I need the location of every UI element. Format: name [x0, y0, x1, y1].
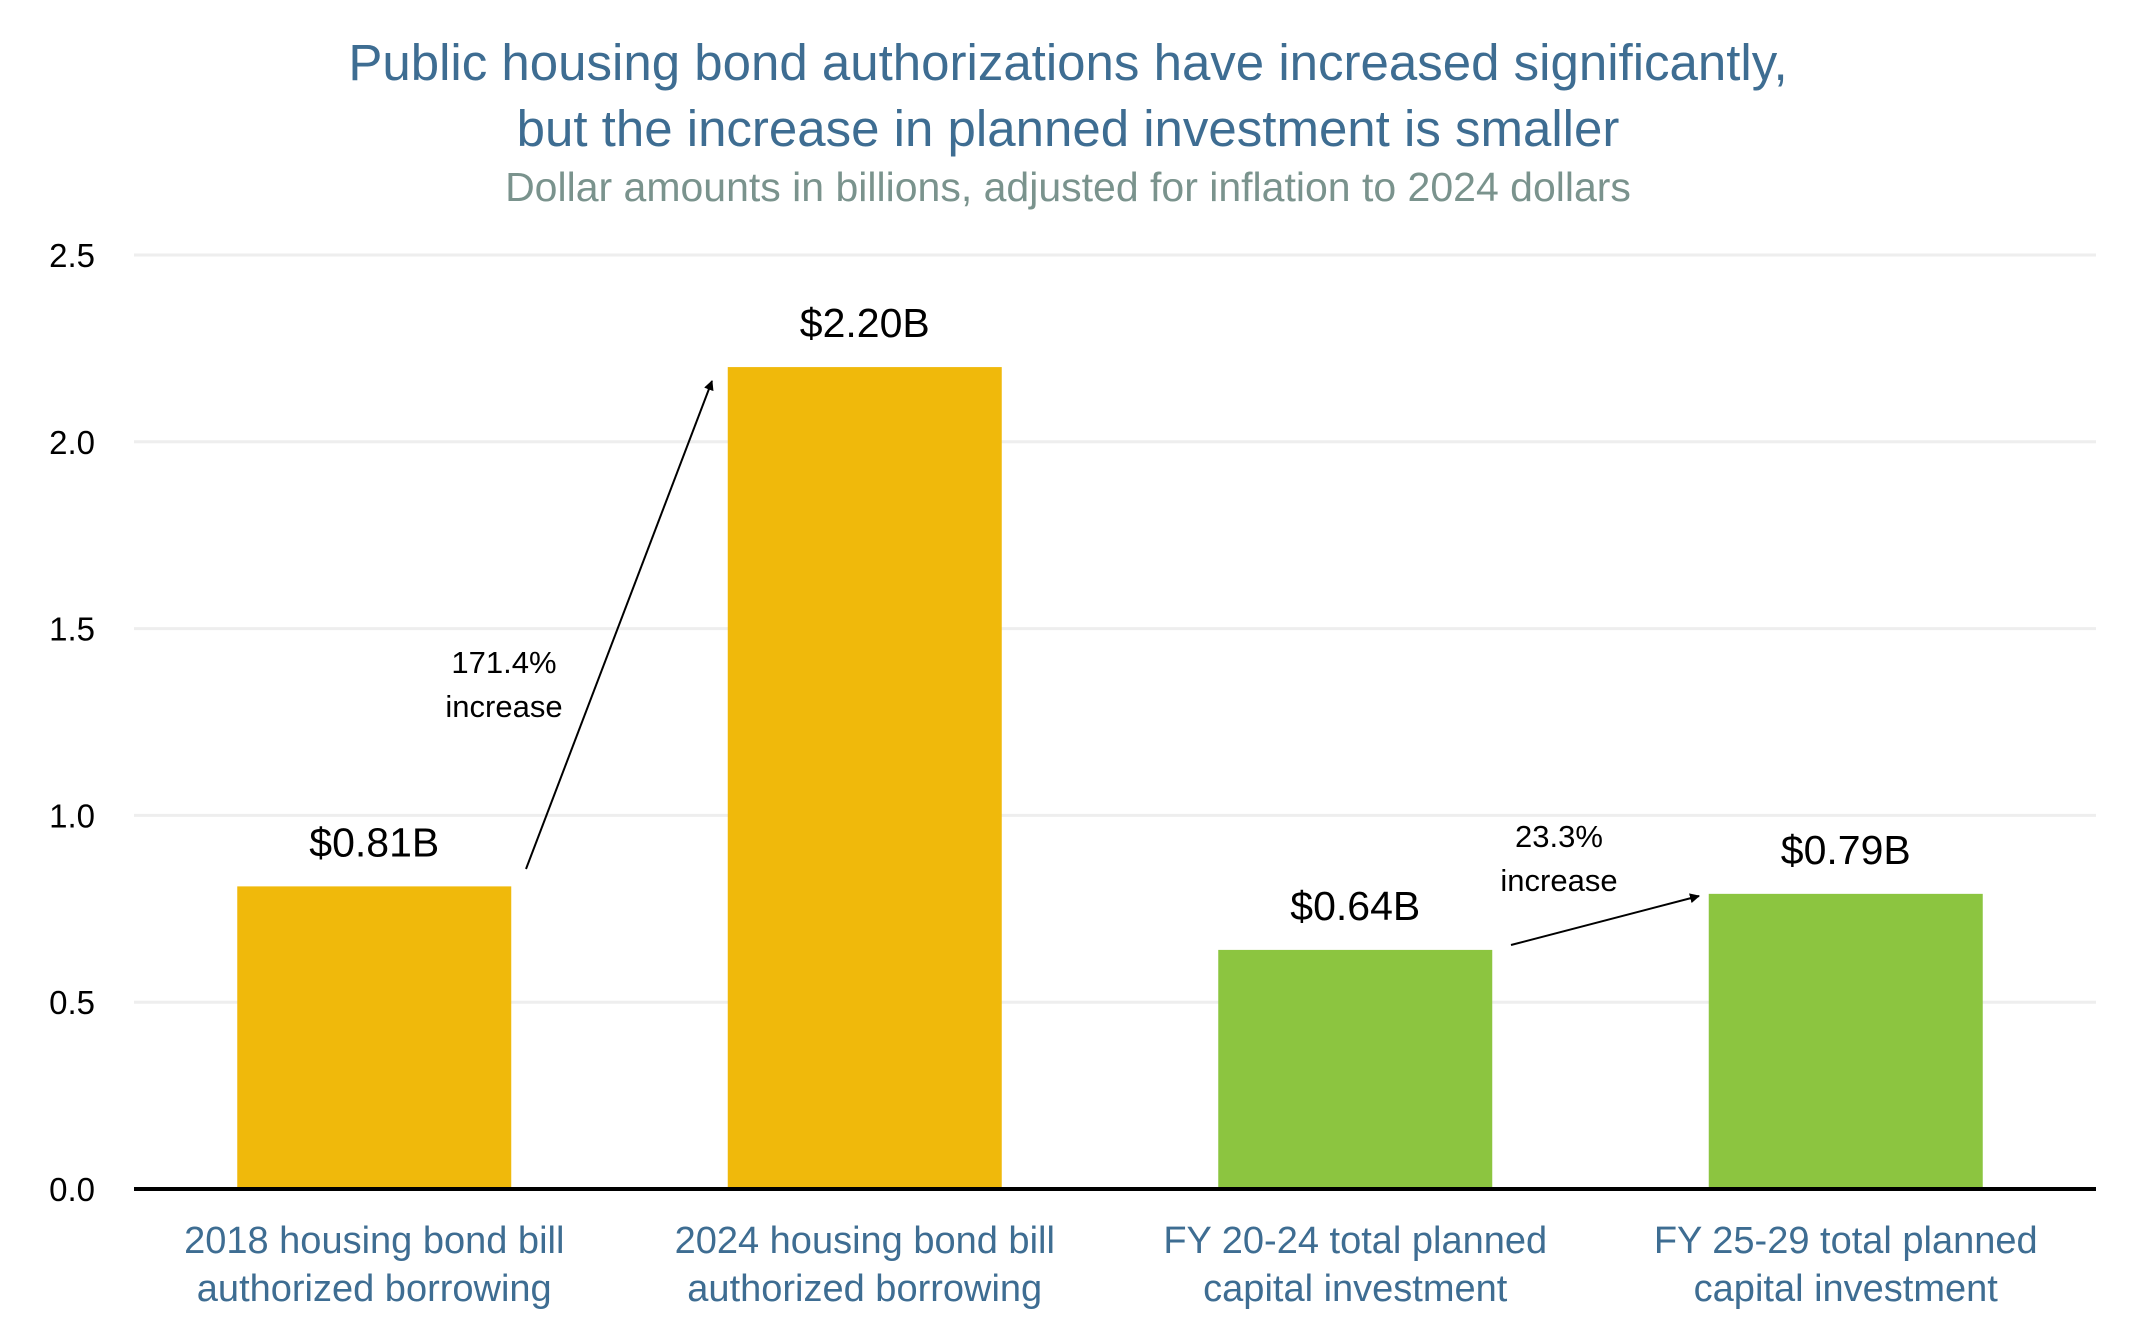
y-tick-label: 1.5	[49, 611, 95, 648]
x-category-label: FY 20-24 total planned	[1163, 1220, 1547, 1262]
bars: $0.81B 2018 housing bond bill authorized b…	[184, 300, 2038, 1310]
annotation-arrow	[525, 380, 714, 870]
y-tick-label: 0.0	[49, 1171, 95, 1208]
bar	[237, 886, 512, 1189]
data-label: $0.81B	[309, 819, 439, 865]
y-tick-label: 1.0	[49, 797, 95, 834]
x-category-label: FY 25-29 total planned	[1654, 1220, 2038, 1262]
bar	[727, 367, 1002, 1190]
annotation-text: 23.3%	[1515, 819, 1603, 854]
data-label: $2.20B	[800, 300, 930, 346]
y-tick-label: 0.5	[49, 984, 95, 1021]
x-category-label: capital investment	[1694, 1268, 1999, 1310]
chart-subtitle: Dollar amounts in billions, adjusted for…	[505, 164, 1631, 210]
y-tick-label: 2.5	[49, 237, 95, 274]
x-category-label: 2018 housing bond bill	[184, 1220, 564, 1262]
bar	[1708, 893, 1983, 1189]
y-tick-label: 2.0	[49, 424, 95, 461]
chart-title-line-2: but the increase in planned investment i…	[517, 100, 1620, 157]
x-category-label: authorized borrowing	[197, 1268, 552, 1310]
data-label: $0.79B	[1781, 827, 1911, 873]
x-category-label: 2024 housing bond bill	[675, 1220, 1055, 1262]
annotation-arrow	[1510, 893, 1700, 946]
data-label: $0.64B	[1290, 883, 1420, 929]
annotations: 171.4% increase 23.3% increase	[445, 380, 1700, 946]
annotation-text: 171.4%	[451, 645, 556, 680]
x-category-label: capital investment	[1203, 1268, 1508, 1310]
annotation-text: increase	[445, 689, 562, 724]
x-category-label: authorized borrowing	[687, 1268, 1042, 1310]
annotation-text: increase	[1500, 863, 1617, 898]
chart-title-line-1: Public housing bond authorizations have …	[348, 34, 1787, 91]
bar	[1218, 949, 1493, 1189]
